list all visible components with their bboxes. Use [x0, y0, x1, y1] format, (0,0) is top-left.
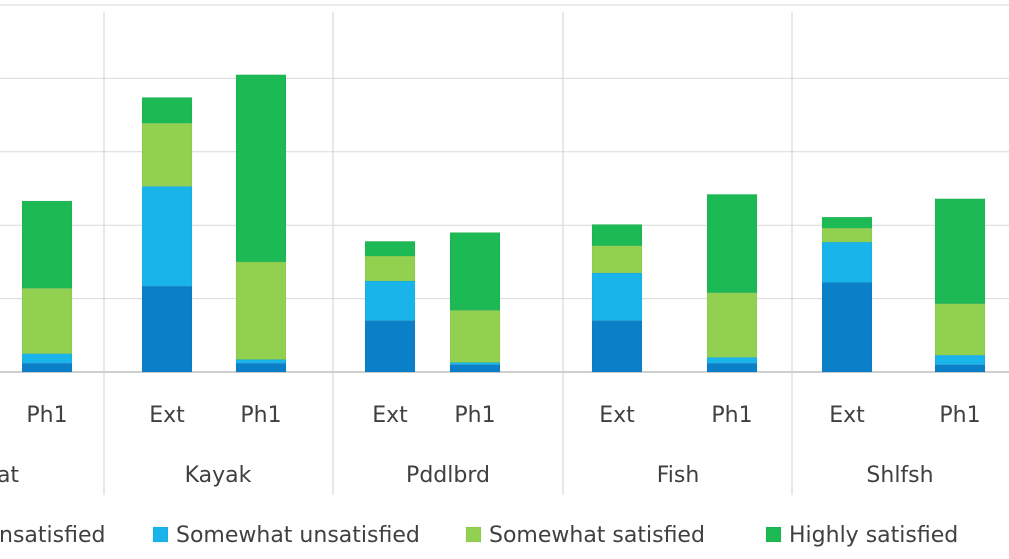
legend-label: Somewhat satisfied [489, 523, 705, 548]
bar-segment-8-series-3 [821, 227, 873, 243]
bar-segment-3-series-4 [235, 74, 287, 263]
bar-segment-4-series-4 [364, 241, 416, 257]
bar-segment-6-series-4 [591, 224, 643, 247]
legend-swatch [465, 526, 482, 543]
bar-segment-7-series-1 [706, 362, 758, 373]
group-label: Pddlbrd [406, 463, 490, 488]
bar-segment-7-series-2 [706, 357, 758, 364]
x-tick-label: Ph1 [939, 403, 980, 428]
group-label: Fish [657, 463, 700, 488]
bar-segment-2-series-2 [141, 186, 193, 287]
x-tick-label: Ext [829, 403, 865, 428]
x-tick-label: Ext [372, 403, 408, 428]
bar-segment-3-series-3 [235, 261, 287, 360]
bar-segment-4-series-2 [364, 280, 416, 321]
bar-segment-7-series-3 [706, 292, 758, 358]
x-tick-label: Ext [599, 403, 635, 428]
bar-segment-1-series-1 [21, 362, 73, 373]
bar-segment-6-series-3 [591, 245, 643, 274]
bar-segment-1-series-2 [21, 353, 73, 364]
bar-segment-7-series-4 [706, 194, 758, 293]
bar-segment-2-series-3 [141, 122, 193, 187]
bar-segment-3-series-2 [235, 359, 287, 364]
bar-segment-3-series-1 [235, 362, 287, 373]
x-tick-label: Ph1 [240, 403, 281, 428]
bar-segment-5-series-2 [449, 362, 501, 365]
bar-segment-4-series-3 [364, 255, 416, 282]
bar-segment-6-series-1 [591, 320, 643, 373]
x-tick-label: Ph1 [454, 403, 495, 428]
bar-segment-9-series-4 [934, 198, 986, 304]
bar-segment-5-series-1 [449, 364, 501, 373]
x-tick-label: Ph1 [711, 403, 752, 428]
legend-label: Somewhat unsatisfied [176, 523, 420, 548]
legend-swatch [152, 526, 169, 543]
bar-segment-2-series-4 [141, 97, 193, 124]
legend-label: Highly satisfied [789, 523, 958, 548]
group-label: Shlfsh [866, 463, 933, 488]
x-tick-labels: Ph1 Ext Ph1 Ext Ph1 Ext Ph1 Ext Ph1 [26, 403, 980, 428]
bar-segment-4-series-1 [364, 320, 416, 373]
bar-segment-8-series-2 [821, 241, 873, 283]
bars [21, 74, 986, 373]
legend-label: nsatisfied [0, 523, 105, 548]
bar-segment-9-series-1 [934, 364, 986, 373]
x-tick-label: Ext [149, 403, 185, 428]
bar-segment-8-series-1 [821, 282, 873, 373]
bar-segment-6-series-2 [591, 272, 643, 321]
group-labels: at Kayak Pddlbrd Fish Shlfsh [0, 12, 934, 495]
x-tick-label: Ph1 [26, 403, 67, 428]
legend-swatch [765, 526, 782, 543]
legend: nsatisfied Somewhat unsatisfied Somewhat s… [0, 523, 958, 548]
group-label: at [0, 463, 19, 488]
group-label: Kayak [185, 463, 252, 488]
bar-segment-5-series-4 [449, 232, 501, 311]
bar-segment-1-series-3 [21, 288, 73, 354]
bar-segment-2-series-1 [141, 285, 193, 373]
bar-segment-1-series-4 [21, 200, 73, 289]
bar-segment-9-series-3 [934, 303, 986, 356]
bar-segment-9-series-2 [934, 354, 986, 365]
bar-segment-8-series-4 [821, 216, 873, 229]
bar-segment-5-series-3 [449, 310, 501, 363]
